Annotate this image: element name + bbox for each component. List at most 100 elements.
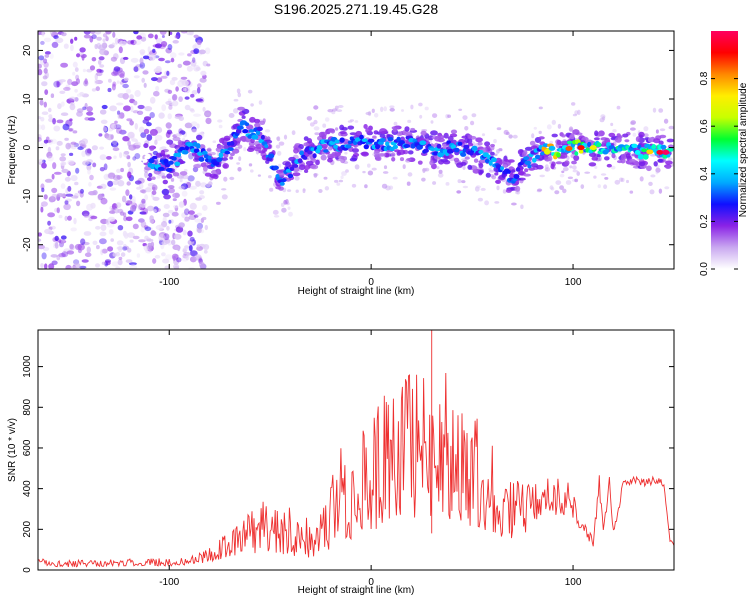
heatmap-cell [116, 175, 123, 180]
heatmap-cell [278, 141, 285, 146]
heatmap-cell [389, 105, 395, 108]
heatmap-cell [57, 103, 62, 110]
heatmap-cell [122, 246, 128, 251]
heatmap-cell [538, 130, 542, 135]
heatmap-cell [396, 136, 401, 142]
heatmap-cell [475, 185, 481, 189]
heatmap-cell [165, 254, 173, 260]
heatmap-cell [391, 157, 396, 162]
heatmap-cell [584, 171, 591, 174]
heatmap-cell [267, 153, 275, 159]
heatmap-cell [281, 207, 287, 213]
heatmap-cell [170, 57, 175, 63]
heatmap-cell [51, 138, 57, 144]
heatmap-cell [41, 124, 46, 131]
heatmap-cell [614, 179, 621, 185]
heatmap-cell [125, 88, 132, 94]
heatmap-cell [86, 164, 92, 171]
heatmap-cell [485, 172, 491, 178]
heatmap-cell [111, 42, 116, 48]
heatmap-cell [378, 153, 386, 157]
heatmap-cell [144, 106, 153, 112]
heatmap-cell [76, 200, 81, 207]
heatmap-cell [606, 163, 612, 168]
heatmap-cell [237, 167, 242, 172]
heatmap-cell [166, 89, 171, 94]
heatmap-cell [123, 105, 131, 112]
heatmap-cell [95, 79, 103, 85]
heatmap-cell [175, 226, 184, 233]
heatmap-cell [334, 151, 341, 157]
heatmap-cell [202, 204, 208, 211]
heatmap-cell [421, 177, 426, 182]
heatmap-cell [106, 173, 114, 178]
heatmap-cell [437, 151, 445, 158]
heatmap-cell [293, 148, 299, 154]
heatmap-cell [51, 41, 59, 49]
heatmap-cell [147, 185, 152, 189]
heatmap-cell [559, 185, 564, 191]
heatmap-cell [169, 52, 177, 59]
heatmap-cell [56, 140, 63, 146]
heatmap-cell [77, 146, 84, 151]
heatmap-cell [38, 63, 42, 69]
heatmap-cell [117, 259, 123, 266]
heatmap-cell [79, 91, 85, 96]
heatmap-cell [112, 144, 119, 150]
heatmap-cell [73, 217, 77, 225]
heatmap-cell [133, 100, 138, 106]
heatmap-cell [91, 145, 98, 151]
heatmap-cell [511, 169, 516, 173]
heatmap-cell [375, 143, 381, 150]
heatmap-cell [47, 212, 55, 218]
heatmap-cell [68, 96, 77, 101]
heatmap-cell [153, 90, 160, 97]
heatmap-cell [400, 136, 405, 142]
heatmap-cell [74, 36, 78, 41]
heatmap-cell [169, 79, 176, 86]
heatmap-cell [163, 236, 169, 242]
heatmap-cell [523, 173, 531, 177]
heatmap-cell [385, 141, 390, 147]
heatmap-cell [58, 214, 63, 219]
heatmap-cell [655, 167, 661, 173]
heatmap-cell [53, 125, 61, 132]
heatmap-cell [151, 176, 156, 180]
heatmap-cell [238, 156, 242, 162]
heatmap-cell [182, 248, 187, 254]
heatmap-cell [295, 189, 299, 193]
heatmap-y-tick-label: -10 [22, 188, 33, 203]
heatmap-cell [117, 70, 125, 77]
heatmap-cell [48, 114, 53, 119]
heatmap-cell [608, 145, 615, 150]
heatmap-cell [493, 153, 498, 157]
heatmap-cell [94, 78, 99, 85]
heatmap-cell [287, 173, 294, 179]
heatmap-cell [178, 52, 185, 56]
heatmap-cell [515, 167, 521, 172]
heatmap-cell [189, 31, 194, 36]
heatmap-cell [127, 161, 131, 168]
heatmap-cell [191, 128, 197, 133]
heatmap-cell [83, 213, 89, 218]
heatmap-cell [292, 172, 301, 177]
heatmap-cell [174, 161, 181, 167]
heatmap-cell [650, 174, 656, 178]
heatmap-cell [462, 115, 468, 120]
heatmap-cell [463, 144, 470, 150]
heatmap-cell [111, 139, 118, 145]
heatmap-cell [513, 174, 520, 179]
heatmap-cell [47, 146, 52, 153]
heatmap-cell [604, 148, 610, 153]
heatmap-cell [118, 256, 123, 261]
heatmap-cell [610, 165, 616, 170]
heatmap-cell [277, 150, 282, 156]
heatmap-cell [556, 139, 562, 146]
heatmap-cell [180, 76, 188, 80]
heatmap-cell [389, 107, 395, 112]
heatmap-cell [203, 244, 210, 250]
heatmap-cell [70, 144, 77, 150]
heatmap-cell [100, 249, 104, 256]
snr-plot-area [38, 330, 674, 570]
heatmap-cell [95, 225, 101, 230]
